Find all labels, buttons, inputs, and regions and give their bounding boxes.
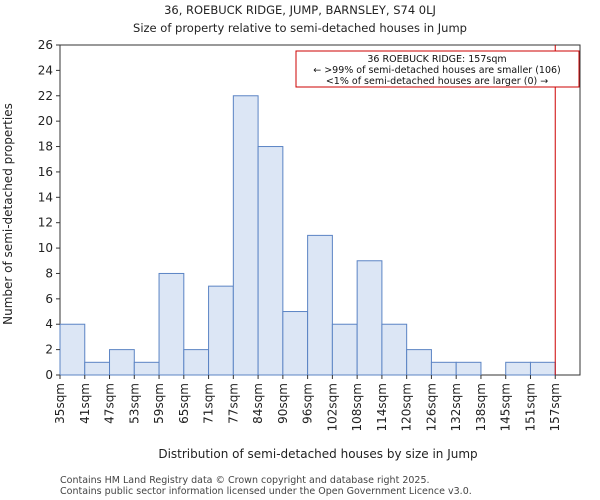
- bar-59sqm: [158, 272, 185, 376]
- annotation-box: 36 ROEBUCK RIDGE: 157sqm ← >99% of semi-…: [295, 50, 580, 88]
- x-tick-label-108sqm: 108sqm: [350, 383, 364, 431]
- x-tick-label-77sqm: 77sqm: [226, 383, 240, 424]
- x-tick-label-126sqm: 126sqm: [424, 383, 438, 431]
- footer-line-1: Contains HM Land Registry data © Crown c…: [60, 475, 430, 486]
- y-tick-label-8: 8: [45, 266, 53, 280]
- x-tick-label-151sqm: 151sqm: [523, 383, 537, 431]
- annotation-line-1: 36 ROEBUCK RIDGE: 157sqm: [367, 54, 506, 65]
- x-tick-label-145sqm: 145sqm: [499, 383, 513, 431]
- y-tick-label-20: 20: [38, 114, 53, 128]
- x-tick-label-35sqm: 35sqm: [53, 383, 67, 424]
- y-tick-label-4: 4: [45, 317, 53, 331]
- x-axis-ticks: 35sqm 41sqm 47sqm 53sqm 59sqm 65sqm 71sqm 77sqm…: [53, 375, 562, 431]
- bars-group: [59, 95, 556, 376]
- bar-47sqm: [109, 349, 135, 376]
- x-tick-label-41sqm: 41sqm: [78, 383, 92, 424]
- chart-title: 36, ROEBUCK RIDGE, JUMP, BARNSLEY, S74 0…: [164, 3, 436, 17]
- y-tick-label-10: 10: [38, 241, 53, 255]
- y-tick-label-6: 6: [45, 292, 53, 306]
- x-tick-label-96sqm: 96sqm: [301, 383, 315, 424]
- bar-77sqm: [232, 95, 259, 376]
- bar-108sqm: [356, 260, 383, 376]
- bar-71sqm: [208, 285, 234, 376]
- y-tick-label-24: 24: [38, 63, 53, 77]
- bar-132sqm: [455, 361, 482, 376]
- annotation-line-2: ← >99% of semi-detached houses are small…: [313, 65, 561, 76]
- bar-65sqm: [183, 349, 210, 376]
- bar-96sqm: [307, 234, 333, 376]
- bar-53sqm: [133, 361, 160, 376]
- footer-line-2: Contains public sector information licen…: [60, 486, 472, 497]
- x-tick-label-138sqm: 138sqm: [474, 383, 488, 431]
- bar-120sqm: [406, 349, 432, 376]
- bar-90sqm: [282, 311, 309, 376]
- x-tick-label-90sqm: 90sqm: [276, 383, 290, 424]
- x-tick-label-102sqm: 102sqm: [325, 383, 339, 431]
- bar-35sqm: [59, 323, 86, 376]
- chart-subtitle: Size of property relative to semi-detach…: [133, 21, 467, 35]
- x-tick-label-59sqm: 59sqm: [152, 383, 166, 424]
- y-axis-title: Number of semi-detached properties: [1, 103, 15, 325]
- bar-126sqm: [430, 361, 457, 376]
- y-tick-label-2: 2: [45, 343, 53, 357]
- y-tick-label-12: 12: [38, 216, 53, 230]
- bar-102sqm: [331, 323, 358, 376]
- bar-84sqm: [257, 146, 284, 376]
- x-tick-label-120sqm: 120sqm: [400, 383, 414, 431]
- bar-41sqm: [84, 361, 111, 376]
- x-tick-label-157sqm: 157sqm: [548, 383, 562, 431]
- y-tick-label-18: 18: [38, 140, 53, 154]
- y-tick-label-26: 26: [38, 38, 53, 52]
- x-tick-label-114sqm: 114sqm: [375, 383, 389, 431]
- y-tick-label-22: 22: [38, 89, 53, 103]
- x-tick-label-53sqm: 53sqm: [127, 383, 141, 424]
- y-tick-label-0: 0: [45, 368, 53, 382]
- x-tick-label-84sqm: 84sqm: [251, 383, 265, 424]
- x-axis-title: Distribution of semi-detached houses by …: [158, 447, 477, 461]
- bar-114sqm: [381, 323, 408, 376]
- x-tick-label-47sqm: 47sqm: [103, 383, 117, 424]
- annotation-line-3: <1% of semi-detached houses are larger (…: [326, 76, 548, 87]
- bar-145sqm: [505, 361, 531, 376]
- y-tick-label-16: 16: [38, 165, 53, 179]
- x-tick-label-132sqm: 132sqm: [449, 383, 463, 431]
- x-tick-label-65sqm: 65sqm: [177, 383, 191, 424]
- y-tick-label-14: 14: [38, 190, 53, 204]
- x-tick-label-71sqm: 71sqm: [202, 383, 216, 424]
- bar-151sqm: [529, 361, 556, 376]
